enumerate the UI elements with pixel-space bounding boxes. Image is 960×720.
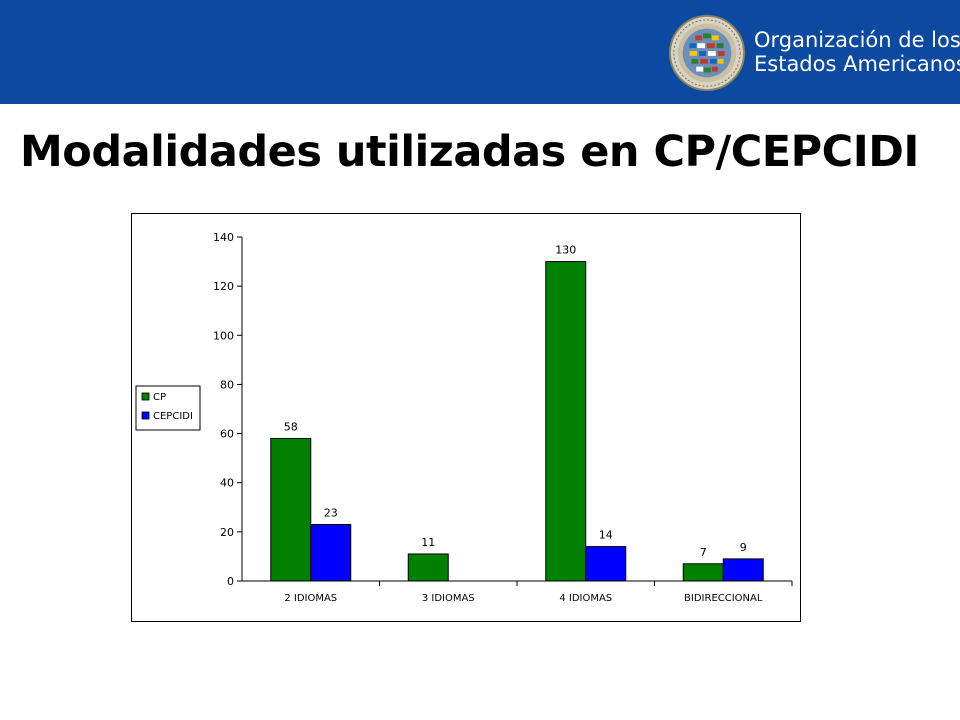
legend-swatch-cepcidi [141, 411, 150, 420]
y-tick-label: 60 [220, 428, 234, 441]
data-label: 14 [599, 529, 613, 542]
data-label: 7 [700, 546, 707, 559]
data-label: 58 [284, 420, 298, 433]
organization-name: Organización de los Estados Americanos [754, 28, 960, 76]
bar-cepcidi [722, 558, 764, 582]
bar-cp [270, 437, 312, 582]
y-tick-label: 20 [220, 526, 234, 539]
x-tick-label: 3 IDIOMAS [422, 593, 475, 604]
header-bar: Organización de los Estados Americanos [0, 0, 960, 104]
bar-cp [545, 261, 587, 582]
y-tick-label: 100 [213, 329, 234, 342]
org-name-line-2: Estados Americanos [754, 52, 960, 76]
data-label: 23 [324, 506, 338, 519]
legend-label-cp: CP [153, 392, 166, 403]
slide-title: Modalidades utilizadas en CP/CEPCIDI [20, 127, 919, 177]
legend-swatch-cp [141, 392, 150, 401]
data-label: 130 [555, 244, 576, 257]
x-tick-label: 2 IDIOMAS [284, 593, 337, 604]
y-tick-label: 0 [227, 575, 234, 588]
x-tick-label: BIDIRECCIONAL [684, 593, 763, 604]
oas-seal-icon [668, 14, 746, 92]
org-name-line-1: Organización de los [754, 28, 960, 52]
y-tick-label: 120 [213, 280, 234, 293]
y-tick-label: 80 [220, 378, 234, 391]
x-tick-label: 4 IDIOMAS [559, 593, 612, 604]
data-label: 9 [740, 541, 747, 554]
legend-label-cepcidi: CEPCIDI [153, 411, 193, 422]
bar-cepcidi [310, 523, 352, 582]
bar-cepcidi [585, 546, 627, 582]
data-label: 11 [421, 536, 435, 549]
y-tick-label: 40 [220, 477, 234, 490]
y-tick-label: 140 [213, 231, 234, 244]
chart-frame: 0 20 40 60 80 100 120 140 2 IDIOMAS 58 23 3 IDIOMAS… [131, 213, 801, 622]
bar-cp [682, 563, 724, 582]
bar-cp [407, 553, 449, 582]
bar-chart: 0 20 40 60 80 100 120 140 2 IDIOMAS 58 23 3 IDIOMAS… [135, 231, 793, 604]
